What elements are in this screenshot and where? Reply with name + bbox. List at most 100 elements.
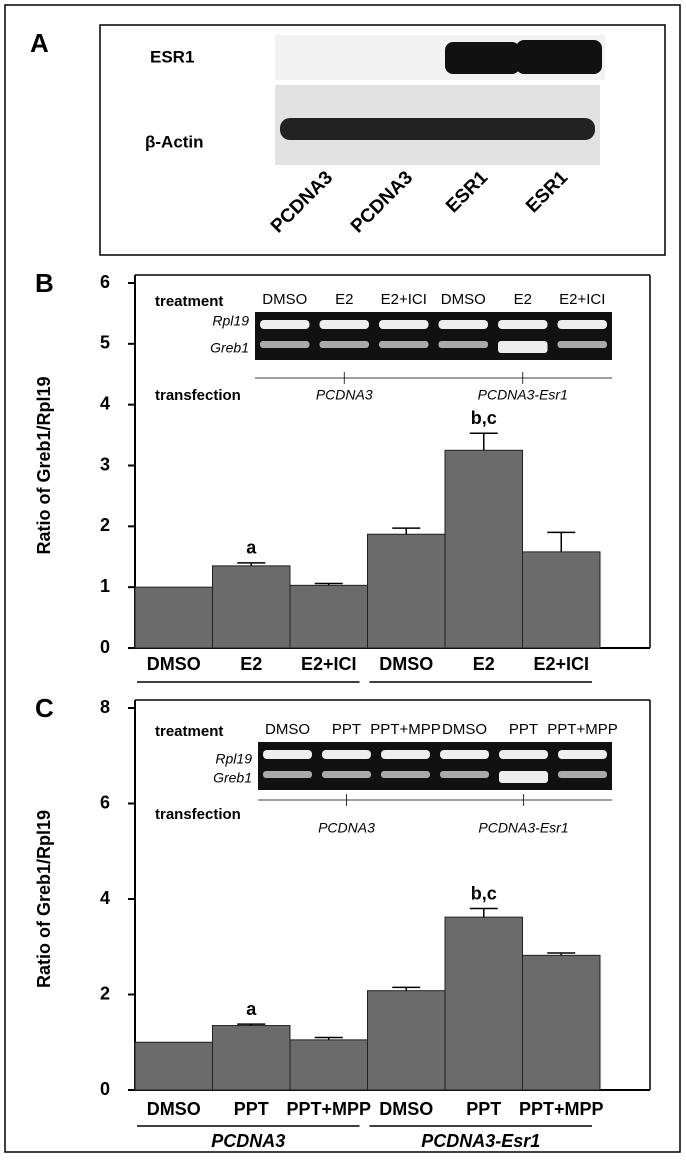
x-tick-label: PPT: [234, 1099, 269, 1119]
gel-row-label: Rpl19: [215, 751, 252, 767]
y-tick-label: 6: [100, 792, 110, 812]
group-label: PCDNA3-Esr1: [421, 1131, 540, 1151]
inset-label: treatment: [155, 723, 223, 740]
band: [516, 40, 602, 74]
y-tick-label: 0: [100, 1079, 110, 1099]
transfection-group: PCDNA3-Esr1: [478, 820, 568, 836]
lane-label: PCDNA3: [267, 167, 337, 237]
y-tick-label: 2: [100, 515, 110, 535]
x-tick-label: DMSO: [379, 1099, 433, 1119]
gel-band: [322, 750, 371, 759]
transfection-group: PCDNA3: [318, 820, 375, 836]
gel-band: [260, 320, 310, 329]
gel-band: [322, 771, 371, 778]
y-axis-label: Ratio of Greb1/Rpl19: [34, 810, 54, 988]
gel-band: [498, 341, 548, 353]
y-tick-label: 6: [100, 272, 110, 292]
gel-band: [320, 341, 370, 348]
x-tick-label: PPT: [466, 1099, 501, 1119]
bar: [445, 450, 523, 648]
gel-band: [558, 341, 608, 348]
bar: [290, 585, 368, 648]
y-tick-label: 3: [100, 454, 110, 474]
x-tick-label: PPT+MPP: [519, 1099, 604, 1119]
gel: [258, 742, 612, 790]
x-tick-label: E2+ICI: [301, 654, 357, 674]
x-tick-label: E2: [473, 654, 495, 674]
error-bar: [470, 433, 498, 450]
y-axis-label: Ratio of Greb1/Rpl19: [34, 376, 54, 554]
y-tick-label: 8: [100, 697, 110, 717]
band-label: ESR1: [150, 47, 194, 66]
treatment-label: PPT+MPP: [547, 721, 617, 738]
gel-row-label: Rpl19: [212, 313, 249, 329]
inset-label: transfection: [155, 806, 241, 823]
treatment-label: DMSO: [441, 291, 486, 308]
y-tick-label: 4: [100, 888, 110, 908]
bar: [368, 534, 446, 648]
gel-band: [260, 341, 310, 348]
inset-label: treatment: [155, 293, 223, 310]
lane-label: ESR1: [522, 167, 572, 217]
x-tick-label: E2+ICI: [533, 654, 589, 674]
panel-label: C: [35, 693, 54, 723]
gel-band: [263, 750, 312, 759]
lane-label: ESR1: [442, 167, 492, 217]
treatment-label: E2: [335, 291, 353, 308]
gel-row-label: Greb1: [213, 770, 252, 786]
treatment-label: PPT: [332, 721, 361, 738]
error-bar: [547, 532, 575, 551]
y-tick-label: 1: [100, 576, 110, 596]
gel-band: [320, 320, 370, 329]
bar: [213, 566, 291, 648]
error-bar: [392, 987, 420, 990]
treatment-label: PPT: [509, 721, 538, 738]
inset-label: transfection: [155, 387, 241, 404]
gel: [255, 312, 612, 360]
y-tick-label: 0: [100, 637, 110, 657]
bar: [445, 917, 523, 1090]
treatment-label: E2+ICI: [381, 291, 427, 308]
gel-band: [379, 341, 429, 348]
y-tick-label: 5: [100, 333, 110, 353]
bar-label: b,c: [471, 883, 497, 903]
gel-band: [558, 320, 608, 329]
band-label: β-Actin: [145, 132, 204, 151]
error-bar: [392, 528, 420, 534]
x-tick-label: PPT+MPP: [286, 1099, 371, 1119]
transfection-group: PCDNA3: [316, 387, 373, 403]
gel-row-label: Greb1: [210, 340, 249, 356]
gel-band: [263, 771, 312, 778]
treatment-label: E2+ICI: [559, 291, 605, 308]
bar-label: a: [246, 538, 257, 558]
treatment-label: DMSO: [265, 721, 310, 738]
bar: [523, 552, 601, 648]
y-tick-label: 4: [100, 393, 110, 413]
x-tick-label: DMSO: [379, 654, 433, 674]
panel-label: A: [30, 28, 49, 58]
treatment-label: E2: [514, 291, 532, 308]
bar: [213, 1026, 291, 1090]
bar: [135, 587, 213, 648]
treatment-label: PPT+MPP: [370, 721, 440, 738]
x-tick-label: DMSO: [147, 654, 201, 674]
y-tick-label: 2: [100, 983, 110, 1003]
band: [445, 42, 520, 74]
treatment-label: DMSO: [442, 721, 487, 738]
gel-band: [558, 771, 607, 778]
gel-band: [498, 320, 548, 329]
treatment-label: DMSO: [262, 291, 307, 308]
gel-band: [439, 320, 489, 329]
lane-label: PCDNA3: [347, 167, 417, 237]
gel-band: [381, 750, 430, 759]
bar: [135, 1042, 213, 1090]
bar: [290, 1040, 368, 1090]
gel-band: [499, 750, 548, 759]
gel-band: [379, 320, 429, 329]
bar: [368, 991, 446, 1090]
gel-band: [440, 750, 489, 759]
gel-band: [558, 750, 607, 759]
error-bar: [470, 909, 498, 918]
gel-band: [440, 771, 489, 778]
x-tick-label: DMSO: [147, 1099, 201, 1119]
